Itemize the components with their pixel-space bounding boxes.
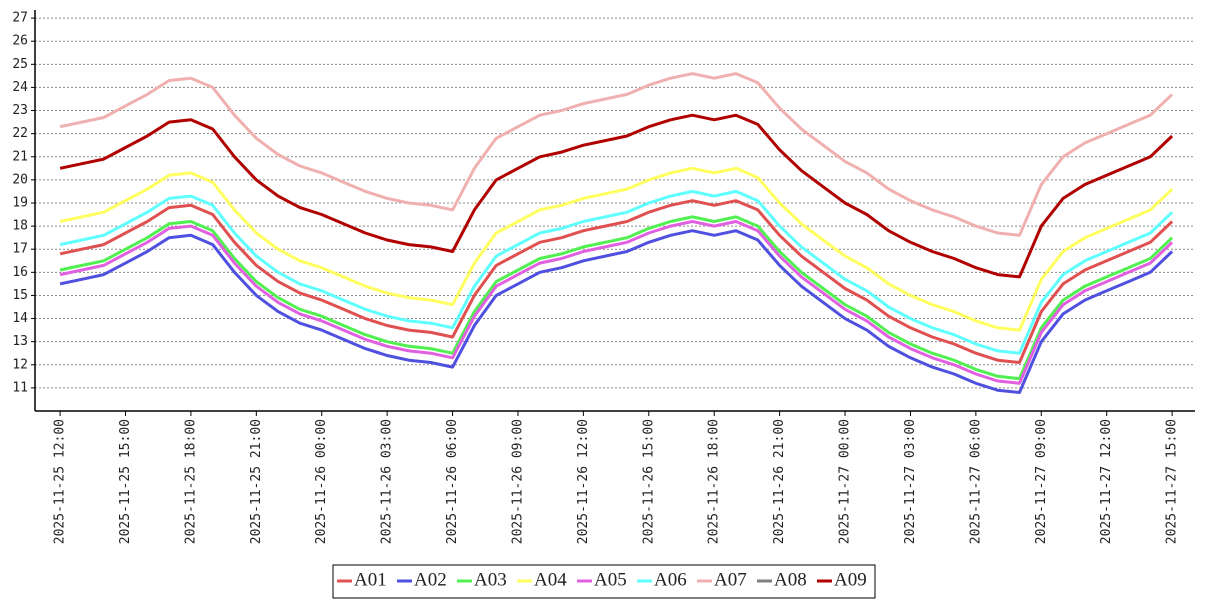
y-tick-label: 23 — [12, 103, 28, 118]
x-tick-label: 2025-11-25 12:00 — [53, 419, 68, 544]
y-tick-label: 27 — [12, 11, 28, 26]
y-tick-label: 25 — [12, 57, 28, 72]
series-line — [59, 215, 1174, 381]
y-tick-label: 16 — [12, 265, 28, 280]
legend-label: A02 — [414, 569, 447, 590]
x-tick-label: 2025-11-25 15:00 — [118, 419, 133, 544]
x-tick-label: 2025-11-25 21:00 — [249, 419, 264, 544]
y-tick-label: 24 — [12, 80, 28, 95]
series-line — [59, 229, 1174, 394]
legend-label: A05 — [594, 569, 627, 590]
series-line — [59, 199, 1174, 364]
y-tick-label: 14 — [12, 311, 28, 326]
x-tick-label: 2025-11-26 12:00 — [576, 419, 591, 544]
y-tick-label: 20 — [12, 172, 28, 187]
y-tick-label: 13 — [12, 334, 28, 349]
series-line — [59, 189, 1174, 355]
y-tick-label: 22 — [12, 126, 28, 141]
x-tick-label: 2025-11-26 06:00 — [445, 419, 460, 544]
x-tick-label: 2025-11-26 21:00 — [772, 419, 787, 544]
x-tick-label: 2025-11-27 00:00 — [838, 419, 853, 544]
x-tick-label: 2025-11-26 18:00 — [707, 419, 722, 544]
x-tick-label: 2025-11-27 06:00 — [968, 419, 983, 544]
x-tick-label: 2025-11-25 18:00 — [183, 419, 198, 544]
legend-box — [332, 564, 876, 599]
y-tick-label: 12 — [12, 357, 28, 372]
x-tick-label: 2025-11-26 15:00 — [641, 419, 656, 544]
x-tick-label: 2025-11-26 09:00 — [510, 419, 525, 544]
legend-label: A06 — [654, 569, 687, 590]
y-tick-label: 18 — [12, 219, 28, 234]
y-tick-label: 17 — [12, 242, 28, 257]
series-line — [59, 166, 1174, 332]
y-tick-label: 15 — [12, 288, 28, 303]
legend-label: A09 — [834, 569, 867, 590]
x-tick-label: 2025-11-27 15:00 — [1165, 419, 1180, 544]
legend-label: A03 — [474, 569, 507, 590]
legend-label: A04 — [534, 569, 567, 590]
x-tick-label: 2025-11-27 03:00 — [903, 419, 918, 544]
series-line — [59, 72, 1174, 237]
legend-label: A08 — [774, 569, 807, 590]
series-line — [59, 220, 1174, 385]
y-tick-label: 19 — [12, 195, 28, 210]
series-line — [59, 113, 1174, 279]
x-tick-label: 2025-11-26 00:00 — [314, 419, 329, 544]
x-tick-label: 2025-11-27 09:00 — [1034, 419, 1049, 544]
x-tick-label: 2025-11-27 12:00 — [1099, 419, 1114, 544]
legend-label: A07 — [714, 569, 747, 590]
y-tick-label: 21 — [12, 149, 28, 164]
x-tick-label: 2025-11-26 03:00 — [380, 419, 395, 544]
y-tick-label: 11 — [12, 380, 28, 395]
y-tick-label: 26 — [12, 34, 28, 49]
legend-label: A01 — [354, 569, 387, 590]
